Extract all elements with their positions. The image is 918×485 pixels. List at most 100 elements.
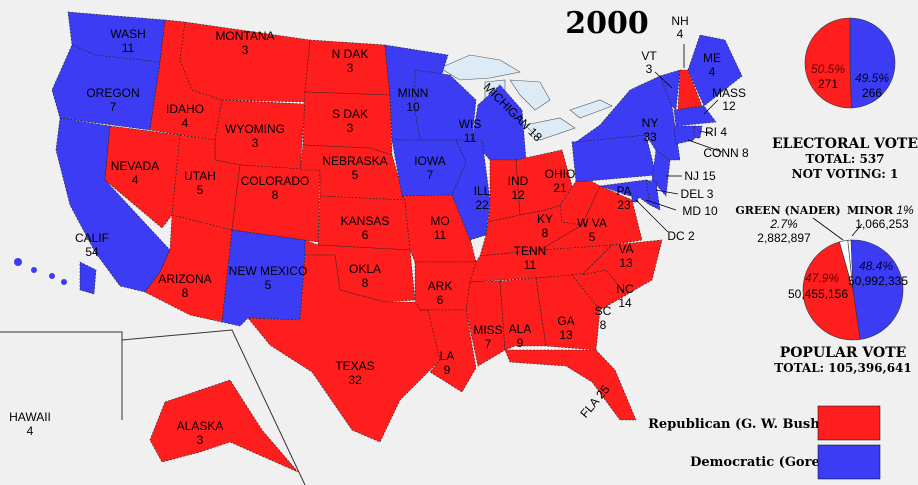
hawaii-island (31, 267, 37, 273)
state-label-wy: WYOMING 3 (225, 122, 285, 150)
callout-line-dc (635, 199, 669, 233)
hawaii-island (49, 273, 55, 279)
electoral-vote-pie (804, 17, 896, 109)
state-label-nj: NJ 15 (684, 169, 716, 183)
hawaii-inset-border (0, 331, 123, 420)
ev-rep-pct: 50.5% (811, 62, 845, 76)
state-la[interactable] (420, 309, 477, 393)
state-ga[interactable] (535, 274, 601, 351)
state-ks[interactable] (317, 195, 411, 251)
state-label-wa: WASH 11 (110, 27, 146, 55)
state-co[interactable] (231, 164, 321, 243)
lake-3 (524, 117, 576, 141)
state-label-tn: TENN 11 (514, 244, 547, 272)
state-ak[interactable] (149, 379, 299, 473)
state-label-mt: MONTANA 3 (215, 29, 274, 57)
ev-dem-pct: 49.5% (855, 71, 889, 85)
state-label-de: DEL 3 (681, 187, 714, 201)
state-wy[interactable] (214, 99, 306, 171)
lake-0 (439, 54, 521, 81)
state-md[interactable] (599, 179, 651, 206)
state-label-nd: N DAK 3 (332, 47, 369, 75)
state-il[interactable] (451, 139, 491, 241)
state-label-pa: PA 23 (616, 184, 631, 212)
state-label-tx: TEXAS 32 (335, 359, 374, 387)
state-nm[interactable] (221, 229, 306, 327)
state-wv[interactable] (559, 174, 601, 226)
state-label-sd: S DAK 3 (332, 107, 368, 135)
lake-4 (569, 99, 613, 119)
ev-not-voting: NOT VOTING: 1 (792, 167, 899, 181)
legend-democratic-swatch (817, 444, 881, 480)
pv-heading: POPULAR VOTE (780, 345, 907, 361)
state-oh[interactable] (515, 149, 577, 216)
ev-rep-votes: 271 (818, 77, 838, 91)
state-label-al: ALA 9 (509, 322, 532, 350)
callout-line-ct (687, 139, 723, 153)
state-ct[interactable] (673, 125, 695, 145)
callout-line-ma (703, 99, 719, 115)
state-ms[interactable] (465, 280, 506, 367)
state-nv[interactable] (104, 125, 181, 229)
state-label-nc: NC 14 (616, 282, 634, 310)
state-label-ny: NY 33 (642, 116, 659, 144)
ev-dem-votes: 266 (862, 86, 882, 100)
state-label-ri: RI 4 (705, 125, 727, 139)
state-label-sc: SC 8 (595, 304, 612, 332)
green-pct: 2.7% (769, 217, 798, 231)
state-label-ms: MISS 7 (473, 323, 502, 351)
state-label-wi: WIS 11 (459, 117, 482, 145)
state-label-nh: NH 4 (671, 14, 688, 41)
legend-democratic-label: Democratic (Gore) (690, 455, 826, 470)
state-label-ma: MASS 12 (712, 86, 746, 113)
pv-rep-votes: 50,455,156 (788, 287, 848, 301)
state-ma[interactable] (673, 105, 717, 127)
ev-heading: ELECTORAL VOTE (772, 136, 918, 152)
state-label-la: LA 9 (440, 349, 455, 377)
ev-total: TOTAL: 537 (805, 152, 884, 166)
minor-label: MINOR (847, 204, 894, 217)
state-label-wv: W VA 5 (577, 216, 607, 244)
state-label-va: VA 13 (618, 242, 633, 270)
state-in[interactable] (487, 159, 521, 223)
ev-slice-dem (849, 17, 896, 109)
state-de[interactable] (645, 179, 661, 211)
state-nd[interactable] (304, 39, 391, 96)
state-label-or: OREGON 7 (86, 86, 139, 114)
states-layer (14, 11, 743, 473)
lake-2 (509, 79, 551, 111)
pv-total: TOTAL: 105,396,641 (774, 361, 912, 375)
state-label-ga: GA 13 (557, 314, 574, 342)
green-votes: 2,882,897 (757, 231, 811, 245)
state-label-oh: OHIO 21 (545, 167, 576, 195)
state-tx[interactable] (247, 254, 441, 443)
state-label-il: ILL 22 (474, 184, 491, 212)
state-hi[interactable] (79, 261, 97, 295)
state-al[interactable] (499, 277, 547, 351)
popular-vote-pie (802, 239, 904, 341)
inset-borders (0, 329, 306, 485)
state-sd[interactable] (302, 91, 393, 156)
state-me[interactable] (687, 34, 743, 107)
state-label-ar: ARK 6 (428, 279, 453, 307)
state-fl[interactable] (504, 349, 637, 421)
state-ri[interactable] (693, 125, 703, 139)
state-label-mo: MO 11 (430, 214, 449, 242)
state-label-ks: KANSAS 6 (341, 214, 390, 242)
state-label-ky: KY 8 (537, 212, 553, 240)
hawaii-island (61, 279, 67, 285)
state-label-nm: NEW MEXICO 5 (229, 264, 308, 292)
state-label-vt: VT 3 (641, 49, 657, 76)
state-label-hi: HAWAII 4 (9, 410, 51, 438)
state-label-co: COLORADO 8 (241, 174, 310, 202)
state-nj[interactable] (651, 149, 671, 197)
state-label-ne: NEBRASKA 5 (322, 154, 387, 182)
state-label-ct: CONN 8 (703, 146, 749, 160)
state-label-me: ME 4 (703, 51, 721, 79)
state-label-in: IND 12 (508, 174, 529, 202)
state-label-ia: IOWA 7 (414, 154, 446, 182)
minor-leader-line (851, 223, 863, 237)
state-label-nv: NEVADA 4 (111, 159, 159, 187)
state-label-id: IDAHO 4 (166, 102, 204, 130)
